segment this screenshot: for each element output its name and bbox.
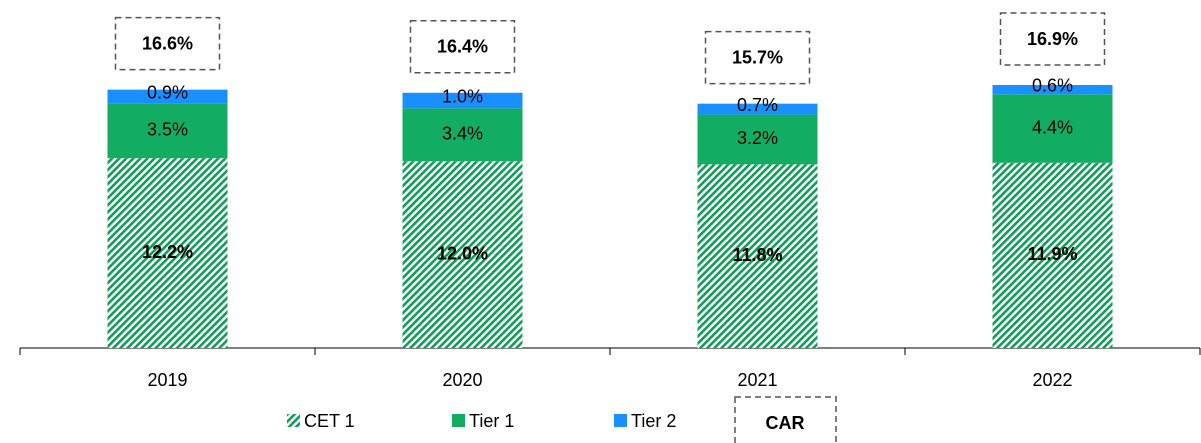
- total-label: 16.9%: [1027, 29, 1078, 49]
- bar-segment: [107, 103, 228, 159]
- x-tick-label: 2021: [737, 370, 777, 390]
- legend-swatch: [614, 414, 627, 427]
- x-tick-label: 2022: [1032, 370, 1072, 390]
- data-label: 3.4%: [442, 124, 483, 144]
- data-label: 1.0%: [442, 86, 483, 106]
- data-label: 12.0%: [437, 243, 488, 263]
- legend-swatch: [287, 414, 300, 427]
- legend-swatch: [734, 396, 837, 443]
- bar-segment: [402, 108, 523, 162]
- data-label: 3.2%: [737, 128, 778, 148]
- x-tick-label: 2019: [147, 370, 187, 390]
- total-label: 16.6%: [142, 33, 193, 53]
- data-label: 3.5%: [147, 120, 188, 140]
- legend-label: Tier 1: [469, 411, 514, 431]
- bar-segment: [992, 162, 1113, 348]
- data-label: 0.7%: [737, 95, 778, 115]
- bar-segment: [697, 114, 818, 165]
- x-tick-label: 2020: [442, 370, 482, 390]
- data-label: 0.9%: [147, 82, 188, 102]
- data-label: 11.8%: [732, 245, 782, 265]
- data-label: 11.9%: [1027, 244, 1077, 264]
- legend-swatch: [452, 414, 465, 427]
- data-label: 12.2%: [142, 242, 193, 262]
- total-box: [999, 12, 1106, 66]
- total-label: 16.4%: [437, 37, 488, 57]
- bar-segment: [107, 158, 228, 348]
- bar-segment: [107, 89, 228, 104]
- bar-segment: [992, 94, 1113, 163]
- bar-segment: [992, 85, 1113, 95]
- data-label: 4.4%: [1032, 117, 1073, 137]
- bar-segment: [402, 92, 523, 109]
- legend-label: Tier 2: [631, 411, 676, 431]
- bar-segment: [697, 164, 818, 348]
- total-box: [409, 20, 516, 74]
- total-box: [704, 30, 811, 85]
- data-label: 0.6%: [1032, 75, 1073, 95]
- legend-label: CET 1: [304, 411, 355, 431]
- legend-label: CAR: [766, 413, 805, 433]
- bar-segment: [402, 161, 523, 348]
- total-label: 15.7%: [732, 47, 783, 67]
- bar-segment: [697, 103, 818, 115]
- total-box: [114, 16, 221, 71]
